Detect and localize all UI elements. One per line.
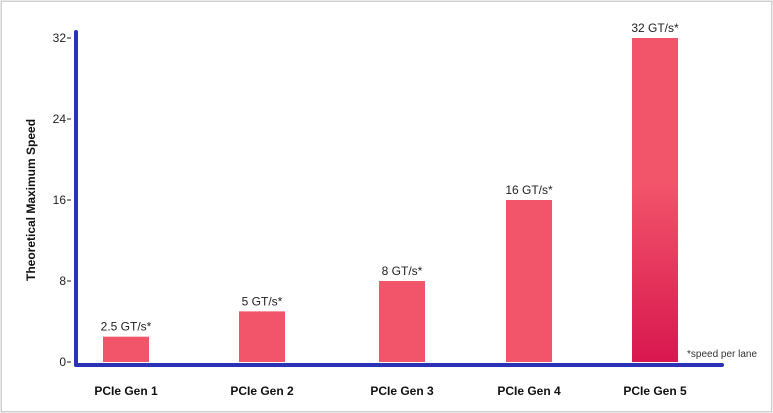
y-tick-label: 24: [53, 112, 67, 126]
data-labels: 2.5 GT/s* 5 GT/s* 8 GT/s* 16 GT/s* 32 GT/s*: [101, 21, 679, 334]
data-label: 8 GT/s*: [382, 264, 423, 278]
data-label: 2.5 GT/s*: [101, 320, 152, 334]
y-axis-ticks: 0 8 16 24 32: [53, 31, 71, 369]
bar: [239, 311, 285, 362]
data-label: 5 GT/s*: [242, 294, 283, 308]
data-label: 32 GT/s*: [631, 21, 679, 35]
x-tick-label: PCIe Gen 4: [497, 384, 561, 398]
y-tick-label: 32: [53, 31, 67, 45]
y-tick-label: 8: [59, 274, 66, 288]
x-tick-label: PCIe Gen 1: [94, 384, 158, 398]
bar: [103, 336, 149, 362]
y-tick-label: 16: [53, 193, 67, 207]
y-axis-label: Theoretical Maximum Speed: [24, 119, 38, 281]
x-axis-labels: PCIe Gen 1 PCIe Gen 2 PCIe Gen 3 PCIe Gen 4…: [94, 384, 687, 398]
x-tick-label: PCIe Gen 3: [370, 384, 434, 398]
x-tick-label: PCIe Gen 5: [623, 384, 687, 398]
x-tick-label: PCIe Gen 2: [230, 384, 294, 398]
footnote: *speed per lane: [687, 349, 757, 360]
bar: [379, 281, 425, 362]
bar: [506, 200, 552, 362]
bar: [632, 38, 678, 362]
bars: [103, 38, 678, 362]
data-label: 16 GT/s*: [505, 183, 553, 197]
y-tick-label: 0: [59, 355, 66, 369]
